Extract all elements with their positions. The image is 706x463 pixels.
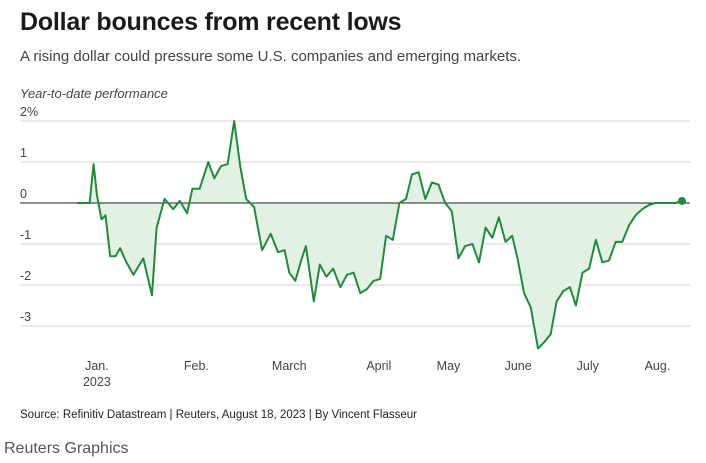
chart-subtitle: A rising dollar could pressure some U.S.… <box>20 48 522 65</box>
credit-label: Reuters Graphics <box>4 440 129 457</box>
x-tick-label: April <box>366 359 391 373</box>
y-tick-label: -3 <box>20 310 31 324</box>
x-tick-label: Feb. <box>184 359 209 373</box>
x-tick-label: Aug. <box>645 359 671 373</box>
x-tick-label: June <box>505 359 532 373</box>
series-line <box>77 120 683 350</box>
y-tick-label: 2% <box>20 105 38 119</box>
y-tick-label: 0 <box>20 187 27 201</box>
x-tick-sublabel: 2023 <box>83 375 111 389</box>
chart-title: Dollar bounces from recent lows <box>20 8 402 36</box>
y-tick-label: -1 <box>20 228 31 242</box>
x-tick-label: Jan. <box>85 359 109 373</box>
chart-area: 2% 1 0 -1 -2 -3 Jan. 2023 Feb. March April May June J… <box>20 105 690 389</box>
y-tick-label: 1 <box>20 146 27 160</box>
x-tick-label: March <box>272 359 307 373</box>
x-tick-label: July <box>577 359 600 373</box>
y-tick-label: -2 <box>20 269 31 283</box>
end-point-marker <box>678 196 686 205</box>
area-fill <box>77 121 682 349</box>
x-tick-label: May <box>437 359 461 373</box>
source-note: Source: Refinitiv Datastream | Reuters, … <box>20 409 417 421</box>
y-axis-caption: Year-to-date performance <box>20 86 168 101</box>
